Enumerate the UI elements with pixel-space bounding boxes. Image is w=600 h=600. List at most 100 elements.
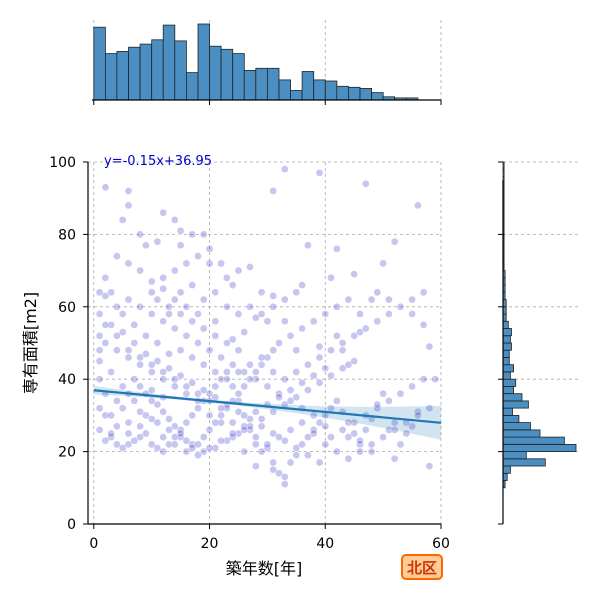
data-point xyxy=(118,404,127,413)
data-point xyxy=(234,429,243,438)
data-point xyxy=(234,346,243,355)
data-point xyxy=(159,375,168,384)
data-point xyxy=(153,295,162,304)
data-point xyxy=(332,447,341,456)
data-point xyxy=(304,386,312,394)
data-point xyxy=(373,400,382,409)
data-point xyxy=(217,375,225,384)
top-hist-bar xyxy=(313,79,326,101)
data-point xyxy=(332,302,341,311)
data-point xyxy=(95,375,104,384)
data-point xyxy=(211,444,220,452)
data-point xyxy=(309,429,318,438)
data-point xyxy=(95,310,104,318)
data-point xyxy=(367,295,376,304)
data-point xyxy=(234,407,243,416)
top-hist-bar xyxy=(347,86,361,101)
data-point xyxy=(107,368,115,376)
data-point xyxy=(280,165,289,174)
top-hist-bar xyxy=(197,23,211,101)
data-point xyxy=(431,375,440,384)
data-point xyxy=(246,263,254,271)
data-point xyxy=(321,422,330,431)
data-point xyxy=(228,281,237,289)
data-point xyxy=(182,259,191,268)
data-point xyxy=(176,241,185,250)
data-point xyxy=(217,353,225,362)
top-hist-bar xyxy=(232,53,245,101)
data-point xyxy=(338,346,347,355)
data-point xyxy=(223,375,231,384)
x-tick-label: 60 xyxy=(432,536,450,552)
top-hist-bar xyxy=(266,67,280,101)
data-point xyxy=(251,433,260,441)
data-point xyxy=(170,216,179,224)
data-point xyxy=(205,346,214,355)
regression-line xyxy=(93,385,442,440)
right-hist-bar xyxy=(502,393,523,402)
data-point xyxy=(304,433,312,441)
data-point xyxy=(124,295,133,304)
data-point xyxy=(101,183,110,192)
data-point xyxy=(194,389,202,398)
data-point xyxy=(101,339,110,347)
data-point xyxy=(199,230,208,239)
data-point xyxy=(159,317,168,326)
data-point xyxy=(153,357,162,365)
data-point xyxy=(188,353,197,362)
top-hist-bar xyxy=(105,53,118,101)
data-point xyxy=(182,331,191,340)
main-grid xyxy=(88,161,442,524)
data-point xyxy=(350,429,359,438)
data-point xyxy=(298,440,306,449)
data-point xyxy=(292,346,301,355)
data-point xyxy=(408,310,416,318)
data-point xyxy=(367,440,376,449)
data-point xyxy=(223,404,231,413)
right-hist-bar xyxy=(502,436,565,445)
data-point xyxy=(165,426,173,434)
data-point xyxy=(223,339,231,347)
data-point xyxy=(142,350,150,358)
data-point xyxy=(367,447,376,456)
data-point xyxy=(361,426,370,434)
data-point xyxy=(176,226,185,235)
data-point xyxy=(142,241,150,250)
data-point xyxy=(298,418,306,427)
data-point xyxy=(390,454,399,463)
data-point xyxy=(113,346,121,355)
data-point xyxy=(165,364,173,373)
data-point xyxy=(113,302,121,311)
data-point xyxy=(142,331,150,340)
right-hist-bar xyxy=(502,378,517,387)
data-point xyxy=(286,331,295,340)
data-point xyxy=(124,346,133,355)
data-point xyxy=(176,429,185,438)
data-point xyxy=(159,284,168,293)
data-point xyxy=(101,273,110,282)
data-point xyxy=(118,216,127,224)
right-hist-bar xyxy=(502,328,512,337)
data-point xyxy=(223,368,231,376)
data-point xyxy=(205,259,214,268)
x-tick-label: 0 xyxy=(89,536,98,552)
data-point xyxy=(234,389,243,398)
data-point xyxy=(153,237,162,246)
data-point xyxy=(199,324,208,333)
data-point xyxy=(269,429,278,438)
data-point xyxy=(170,324,179,333)
data-point xyxy=(234,310,243,318)
data-point xyxy=(95,288,104,297)
data-point xyxy=(165,440,173,449)
data-point xyxy=(95,346,104,355)
data-point xyxy=(269,368,278,376)
data-point xyxy=(425,342,434,351)
data-point xyxy=(228,418,237,427)
data-point xyxy=(211,331,220,340)
y-axis-label: 専有面積[m2] xyxy=(21,292,40,394)
data-point xyxy=(142,429,150,438)
data-point xyxy=(425,462,434,470)
data-point xyxy=(350,331,359,340)
